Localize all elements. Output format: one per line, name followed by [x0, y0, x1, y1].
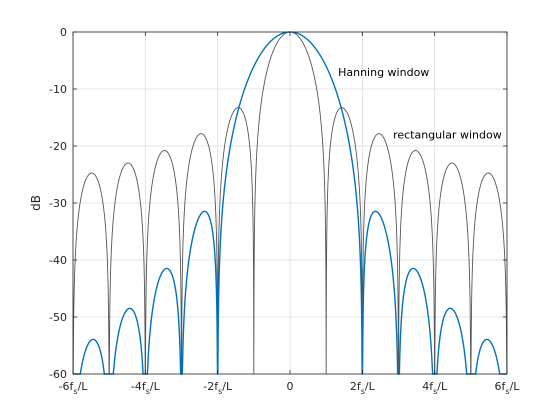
x-tick-label: -4fs/L: [131, 380, 161, 396]
y-tick-label: 0: [60, 26, 67, 39]
x-tick-label: 2fs/L: [350, 380, 376, 396]
x-tick-label-main: 2f: [350, 380, 362, 393]
y-tick-labels: 0 -10 -20 -30 -40 -50 -60: [49, 26, 67, 381]
x-tick-label-subscript: s: [505, 387, 509, 396]
y-tick-label: -30: [49, 197, 67, 210]
x-tick-label: -2fs/L: [203, 380, 233, 396]
y-tick-label: -20: [49, 140, 67, 153]
x-tick-label-main: -2f: [203, 380, 219, 393]
x-tick-label-subscript: s: [146, 387, 150, 396]
x-tick-label-tail: /L: [222, 380, 233, 393]
y-tick-label: -10: [49, 83, 67, 96]
x-tick-label-subscript: s: [361, 387, 365, 396]
annotations: Hanning window rectangular window: [338, 66, 502, 142]
x-tick-label-main: 4f: [422, 380, 434, 393]
y-tick-label: -40: [49, 254, 67, 267]
x-tick-label-main: -6f: [59, 380, 75, 393]
x-tick-label-main: 0: [287, 380, 294, 393]
x-tick-label-main: -4f: [131, 380, 147, 393]
x-tick-label: 6fs/L: [495, 380, 521, 396]
x-tick-labels: -6fs/L -4fs/L -2fs/L 0 2fs/L 4fs/L 6fs/L: [59, 380, 521, 396]
x-tick-label: 4fs/L: [422, 380, 448, 396]
y-tick-label: -50: [49, 311, 67, 324]
y-axis-label: dB: [29, 195, 43, 211]
x-tick-label-tail: /L: [78, 380, 89, 393]
annotation-label: rectangular window: [393, 129, 502, 142]
x-tick-label-tail: /L: [437, 380, 448, 393]
y-tick-label: -60: [49, 368, 67, 381]
annotation-label: Hanning window: [338, 66, 429, 79]
x-tick-label-subscript: s: [73, 387, 77, 396]
x-tick-label-tail: /L: [365, 380, 376, 393]
x-tick-label-main: 6f: [495, 380, 507, 393]
x-tick-label: 0: [287, 380, 294, 393]
ticks: [72, 31, 508, 375]
x-tick-label-tail: /L: [150, 380, 161, 393]
x-tick-label: -6fs/L: [59, 380, 89, 396]
x-tick-label-subscript: s: [433, 387, 437, 396]
x-tick-label-subscript: s: [218, 387, 222, 396]
x-tick-label-tail: /L: [510, 380, 521, 393]
